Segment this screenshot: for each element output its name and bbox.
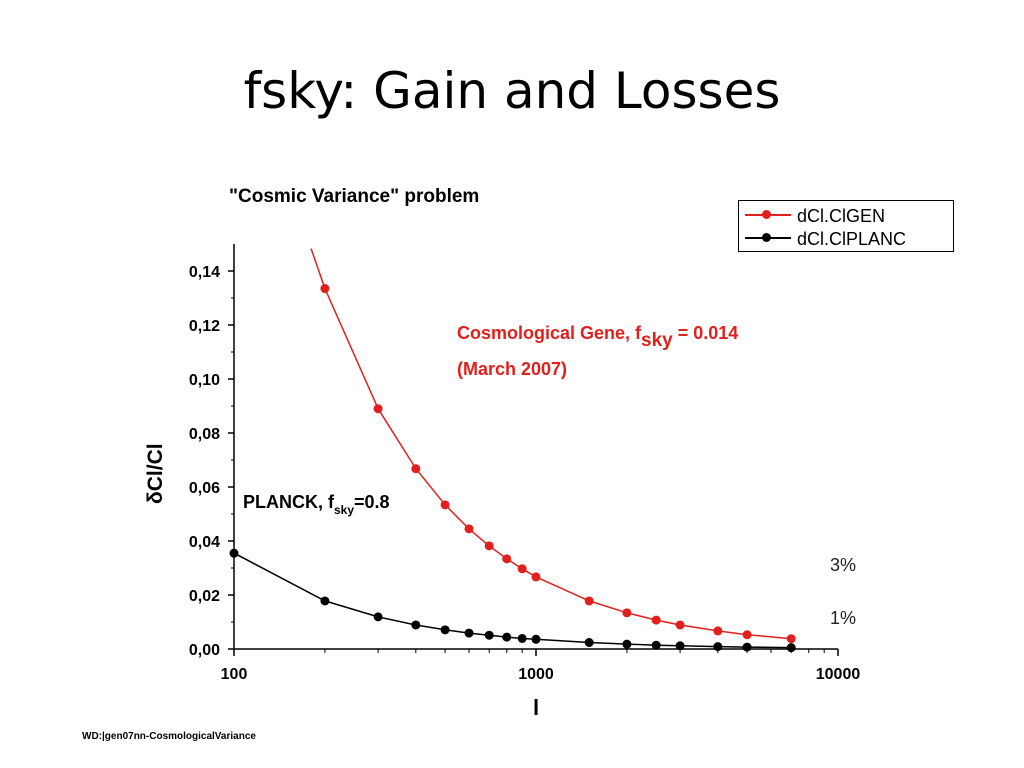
- annotation-planck-prefix: PLANCK, f: [243, 492, 334, 512]
- data-point-clplanc: [440, 625, 450, 635]
- chart-title: "Cosmic Variance" problem: [229, 186, 480, 207]
- y-tick-label: 0,08: [189, 426, 220, 443]
- y-tick-label: 0,10: [189, 372, 220, 389]
- annotation-cosmological-gene: Cosmological Gene, fsky = 0.014: [457, 323, 739, 351]
- annotation-cosmological-gene-prefix: Cosmological Gene, f: [457, 323, 642, 343]
- series-line-clplanc: [233, 552, 792, 649]
- data-point-clplanc: [484, 630, 494, 640]
- annotation-cosmological-gene-sub: sky: [641, 330, 673, 351]
- data-point-clgen: [373, 404, 383, 414]
- data-point-clplanc: [320, 596, 330, 606]
- slide-footer: WD:|gen07nn-CosmologicalVariance: [82, 731, 256, 742]
- data-point-clplanc: [651, 640, 661, 650]
- data-point-clplanc: [675, 641, 685, 651]
- x-tick-label: 10000: [816, 666, 861, 683]
- y-tick-label: 0,02: [189, 588, 220, 605]
- y-tick-label: 0,12: [189, 318, 220, 335]
- data-point-clgen: [320, 284, 330, 294]
- y-tick-label: 0,00: [189, 642, 220, 659]
- data-point-clplanc: [411, 620, 421, 630]
- data-point-clplanc: [713, 642, 723, 652]
- data-point-clgen: [742, 630, 752, 640]
- data-point-clgen: [440, 500, 450, 510]
- data-point-clgen: [517, 564, 527, 574]
- data-point-clgen: [786, 634, 796, 644]
- annotation-march-2007: (March 2007): [457, 359, 568, 379]
- y-tick-label: 0,04: [189, 534, 220, 551]
- series-line-clgen: [310, 248, 792, 640]
- legend-label-clplanc: dCl.ClPLANC: [797, 229, 907, 249]
- annotation-3-percent: 3%: [830, 555, 857, 575]
- data-point-clplanc: [531, 634, 541, 644]
- data-point-clgen: [502, 554, 512, 564]
- data-point-clplanc: [229, 548, 239, 558]
- data-point-clplanc: [502, 632, 512, 642]
- data-point-clgen: [531, 572, 541, 582]
- data-point-clgen: [622, 608, 632, 618]
- annotation-planck-sub: sky: [334, 503, 355, 517]
- data-point-clplanc: [464, 628, 474, 638]
- annotation-cosmological-gene-suffix: = 0.014: [672, 323, 739, 343]
- x-axis-label: l: [533, 695, 540, 720]
- data-point-clgen: [713, 626, 723, 636]
- data-point-clplanc: [742, 642, 752, 652]
- x-tick-label: 100: [221, 666, 248, 683]
- y-tick-label: 0,06: [189, 480, 220, 497]
- annotation-planck: PLANCK, fsky=0.8: [243, 492, 390, 517]
- legend-marker-clgen: [762, 210, 771, 219]
- legend-marker-clplanc: [762, 233, 771, 242]
- data-point-clplanc: [622, 639, 632, 649]
- y-axis-label: δCl/Cl: [144, 443, 167, 504]
- legend-item-clgen: dCl.ClGEN: [739, 204, 953, 226]
- legend-item-clplanc: dCl.ClPLANC: [739, 227, 953, 249]
- data-point-clplanc: [517, 633, 527, 643]
- annotation-1-percent: 1%: [830, 608, 857, 628]
- data-point-clgen: [484, 541, 494, 551]
- y-tick-label: 0,14: [189, 264, 220, 281]
- slide-title: fsky: Gain and Losses: [243, 62, 781, 120]
- data-point-clgen: [651, 615, 661, 625]
- x-tick-label: 1000: [518, 666, 554, 683]
- data-point-clgen: [675, 620, 685, 630]
- data-point-clgen: [584, 596, 594, 606]
- data-point-clgen: [464, 524, 474, 534]
- annotation-planck-suffix: =0.8: [354, 492, 390, 512]
- data-point-clgen: [411, 464, 421, 474]
- chart-legend: dCl.ClGEN dCl.ClPLANC: [738, 200, 954, 252]
- data-point-clplanc: [584, 638, 594, 648]
- legend-label-clgen: dCl.ClGEN: [797, 206, 886, 226]
- data-point-clplanc: [373, 612, 383, 622]
- data-point-clplanc: [786, 643, 796, 653]
